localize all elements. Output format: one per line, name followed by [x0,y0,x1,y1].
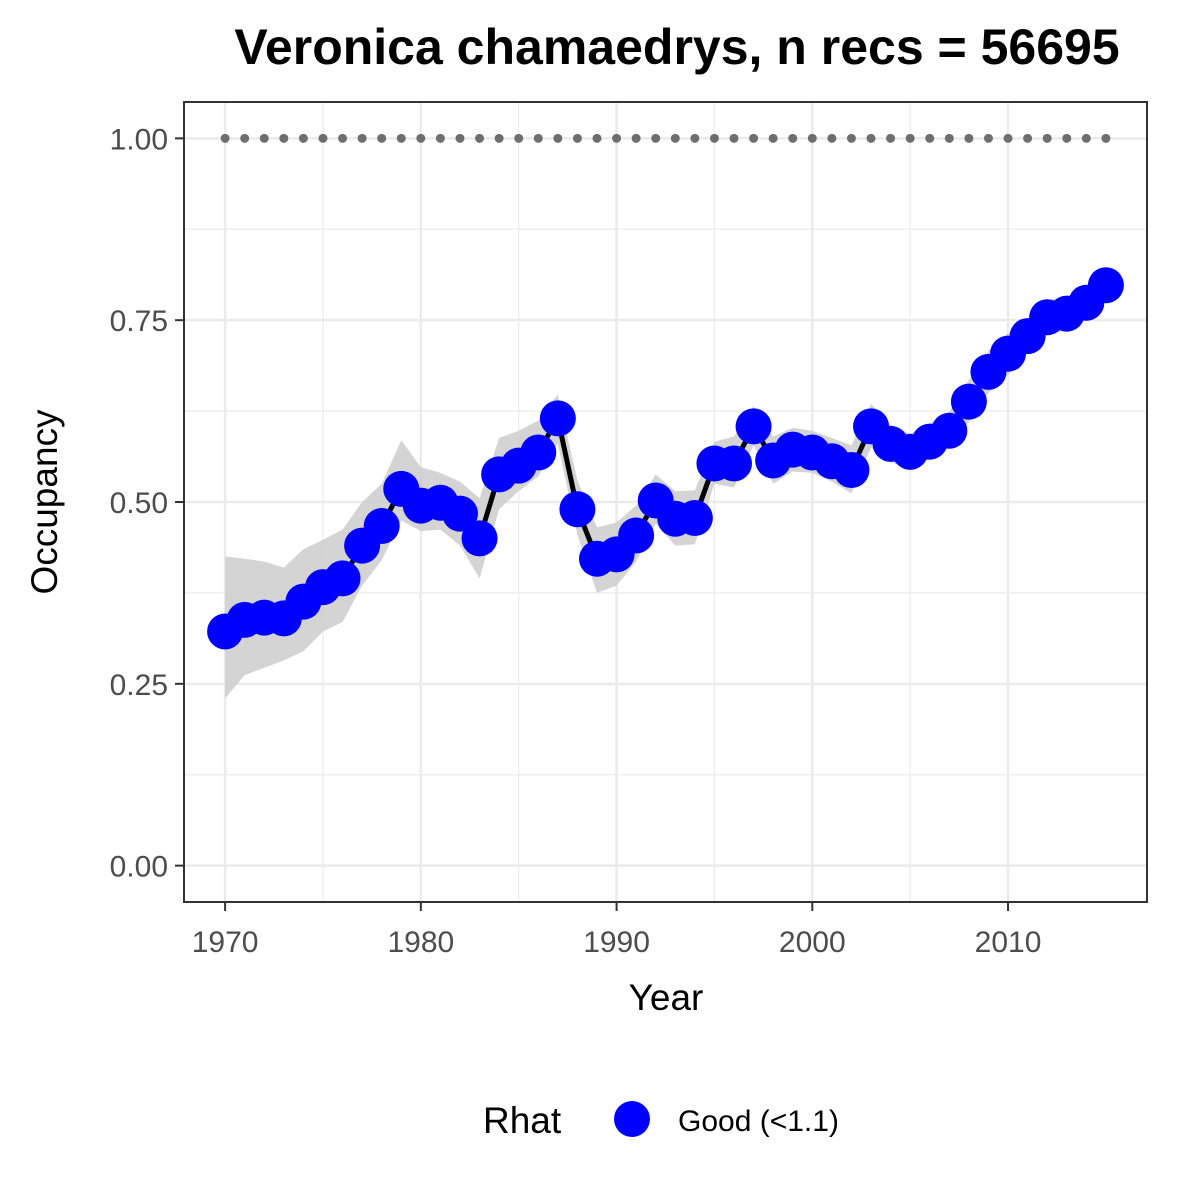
occupancy-point [520,434,557,471]
y-axis-title: Occupancy [24,409,65,595]
reference-point [514,133,524,143]
y-tick-label: 0.25 [110,669,168,702]
reference-point [259,133,269,143]
reference-point [396,133,406,143]
reference-point [729,133,739,143]
reference-point [1023,133,1033,143]
x-tick-label: 2010 [975,926,1042,959]
reference-point [690,133,700,143]
occupancy-point [363,508,400,544]
reference-point [925,133,935,143]
legend-key-good [614,1101,650,1137]
reference-point [709,133,719,143]
reference-point [435,133,445,143]
reference-point [1003,133,1013,143]
occupancy-point [461,520,498,557]
series-points-layer [207,267,1124,650]
reference-point [357,133,367,143]
reference-point [964,133,974,143]
reference-line-layer [220,133,1111,143]
occupancy-point [441,495,478,532]
reference-point [338,133,348,143]
reference-point [1062,133,1072,143]
reference-point [416,133,426,143]
x-tick-label: 1980 [387,926,454,959]
x-tick-label: 1970 [192,926,259,959]
y-axis: 0.00 0.25 0.50 0.75 1.00 [110,123,184,884]
y-tick-label: 0.75 [110,305,168,338]
confidence-ribbon-layer [225,269,1106,699]
occupancy-point [950,383,987,420]
reference-point [886,133,896,143]
occupancy-point [931,412,968,449]
occupancy-point [735,408,772,445]
confidence-ribbon [225,269,1106,699]
y-tick-label: 1.00 [110,123,168,156]
occupancy-point [833,452,870,488]
reference-point [240,133,250,143]
occupancy-point [716,445,753,482]
legend: Rhat Good (<1.1) [483,1100,839,1141]
legend-title: Rhat [483,1100,562,1141]
occupancy-point [324,560,361,597]
reference-point [788,133,798,143]
reference-point [670,133,680,143]
occupancy-point [1087,267,1124,304]
reference-point [220,133,230,143]
reference-point [983,133,993,143]
x-axis: 1970 1980 1990 2000 2010 [192,902,1042,959]
reference-point [807,133,817,143]
occupancy-point [539,400,576,437]
reference-point [866,133,876,143]
occupancy-point [559,491,596,528]
reference-point [279,133,289,143]
reference-point [592,133,602,143]
reference-point [944,133,954,143]
reference-point [553,133,563,143]
y-tick-label: 0.00 [110,851,168,884]
reference-point [298,133,308,143]
reference-point [905,133,915,143]
reference-point [651,133,661,143]
x-tick-label: 2000 [779,926,846,959]
reference-point [827,133,837,143]
chart-title: Veronica chamaedrys, n recs = 56695 [234,19,1119,75]
reference-point [318,133,328,143]
reference-point [749,133,759,143]
occupancy-point [676,500,713,536]
reference-point [1081,133,1091,143]
reference-point [1042,133,1052,143]
reference-point [612,133,622,143]
reference-point [631,133,641,143]
reference-point [1101,133,1111,143]
legend-label-good: Good (<1.1) [678,1105,839,1138]
y-tick-label: 0.50 [110,487,168,520]
occupancy-point [618,517,655,554]
x-axis-title: Year [629,977,704,1018]
reference-point [475,133,485,143]
reference-point [572,133,582,143]
reference-point [533,133,543,143]
x-tick-label: 1990 [583,926,650,959]
reference-point [377,133,387,143]
reference-point [455,133,465,143]
reference-point [846,133,856,143]
reference-point [768,133,778,143]
reference-point [494,133,504,143]
